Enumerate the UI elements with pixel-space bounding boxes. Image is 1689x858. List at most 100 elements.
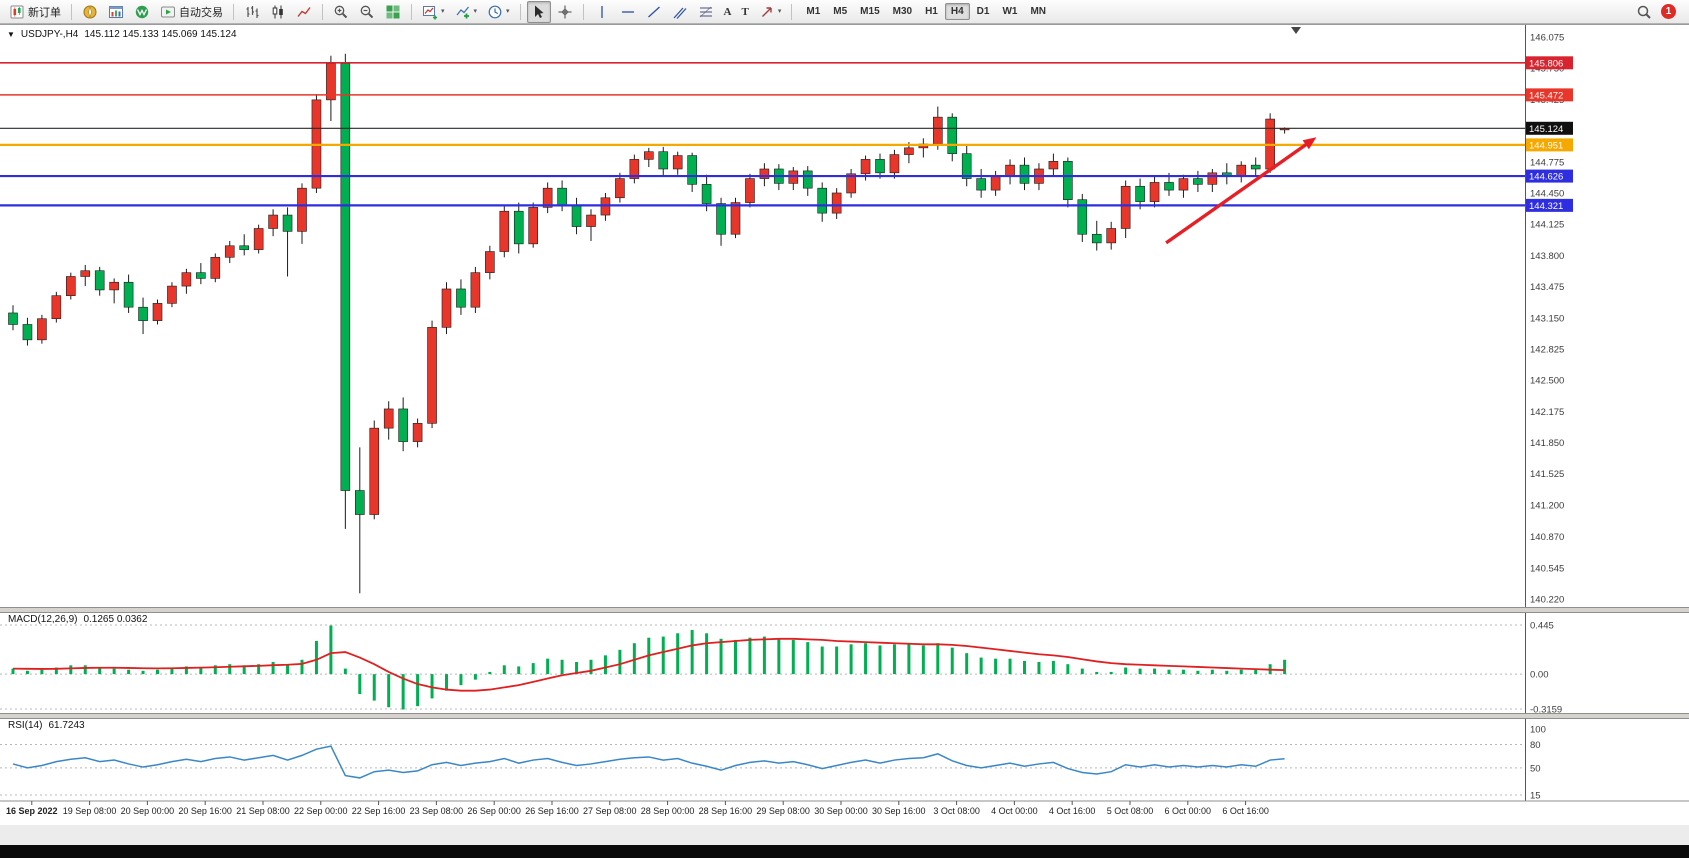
caret-down-icon: ▾ [506, 8, 510, 15]
toolbar-separator [791, 3, 793, 20]
one-click-trading-arrow[interactable]: ▼ [7, 30, 15, 39]
timeframe-button-D1[interactable]: D1 [976, 6, 990, 17]
charts-window-button[interactable] [104, 1, 128, 23]
candle [1048, 153, 1059, 177]
price-tag: 145.124 [1526, 121, 1573, 135]
svg-text:144.321: 144.321 [1529, 201, 1563, 212]
zoom-in-icon [333, 4, 349, 20]
time-axis-label: 4 Oct 16:00 [1049, 806, 1096, 816]
search-icon[interactable] [1636, 4, 1652, 20]
price-axis-label: 141.200 [1530, 500, 1564, 511]
macd-axis-label: 0.445 [1530, 621, 1554, 632]
candle [802, 166, 813, 196]
timeframe-button-H1[interactable]: H1 [925, 6, 938, 17]
indicators-button[interactable]: ▾ [451, 1, 482, 23]
price-axis-label: 143.475 [1530, 282, 1564, 293]
svg-text:144.951: 144.951 [1529, 140, 1563, 151]
periods-button[interactable]: ▾ [483, 1, 514, 23]
vertical-line-tool-button[interactable] [590, 1, 614, 23]
new-order-button[interactable]: 新订单 [5, 1, 65, 23]
candle [745, 173, 755, 208]
candle [398, 397, 408, 452]
zoom-out-button[interactable] [355, 1, 379, 23]
timeframe-button-H4[interactable]: H4 [944, 3, 970, 20]
timeframe-button-M1[interactable]: M1 [806, 6, 821, 17]
candle [976, 168, 986, 198]
label-tool-button[interactable]: T [738, 1, 753, 23]
candle [181, 268, 192, 294]
candle [369, 420, 380, 520]
timeframe-button-W1[interactable]: W1 [1002, 6, 1018, 17]
candle [1019, 157, 1030, 191]
macd-axis-label: -0.3159 [1530, 705, 1562, 716]
time-axis-label: 26 Sep 16:00 [525, 806, 579, 816]
auto-trading-button[interactable]: 自动交易 [156, 1, 227, 23]
candle [224, 240, 235, 264]
candle [1091, 220, 1102, 251]
arrow-tool-icon [759, 4, 775, 20]
horizontal-line-tool-button[interactable] [616, 1, 640, 23]
candle [80, 264, 91, 287]
trendline-tool-button[interactable] [642, 1, 666, 23]
channel-tool-button[interactable] [668, 1, 692, 23]
new-chart-button[interactable]: ▾ [418, 1, 449, 23]
tile-windows-button[interactable] [381, 1, 405, 23]
macd-signal-line [12, 637, 1285, 692]
timeframe-button-M5[interactable]: M5 [833, 6, 848, 17]
candle [1135, 178, 1145, 210]
time-axis-label: 19 Sep 08:00 [63, 806, 117, 816]
rsi-axis-label: 100 [1530, 725, 1546, 736]
svg-text:145.124: 145.124 [1529, 124, 1563, 135]
candle [1193, 170, 1203, 193]
cursor-tool-button[interactable] [526, 0, 551, 23]
time-axis-label: 26 Sep 00:00 [467, 806, 521, 816]
community-icon [134, 4, 150, 20]
bar-chart-mode-button[interactable] [240, 1, 264, 23]
caret-down-icon: ▾ [441, 8, 445, 15]
candlestick-mode-button[interactable] [266, 1, 290, 23]
toolbar-separator [411, 3, 412, 20]
text-tool-button[interactable]: A [720, 1, 736, 23]
candle [759, 163, 770, 187]
fibonacci-tool-button[interactable] [694, 1, 718, 23]
notification-badge[interactable]: 1 [1661, 4, 1676, 19]
new-order-icon [9, 4, 25, 20]
timeframe-button-M30[interactable]: M30 [892, 6, 913, 17]
crosshair-icon [557, 4, 573, 20]
candle [875, 153, 885, 179]
timeframe-button-MN[interactable]: MN [1030, 6, 1047, 17]
label-tool-icon: T [741, 5, 749, 18]
clock-icon [487, 4, 503, 20]
timeframe-toolbar: M1 M5 M15 M30 H1 H4 D1 W1 MN [800, 3, 1052, 20]
candle [383, 401, 394, 440]
macd-name: MACD(12,26,9) [8, 614, 78, 625]
panel-separator[interactable] [0, 713, 1689, 719]
arrows-tool-button[interactable]: ▾ [755, 1, 786, 23]
chart-plot-area[interactable] [0, 25, 1689, 825]
chart-ohlc-values: 145.112 145.133 145.069 145.124 [84, 29, 237, 40]
crosshair-tool-button[interactable] [553, 1, 577, 23]
candle [846, 168, 856, 198]
time-axis-label: 28 Sep 16:00 [699, 806, 753, 816]
charts-window-icon [108, 4, 124, 20]
rsi-indicator-label: RSI(14) 61.7243 [8, 720, 85, 731]
candle [672, 151, 683, 175]
chart-shift-marker[interactable] [1291, 27, 1301, 34]
candle [687, 152, 697, 193]
trend-arrow-annotation[interactable] [1165, 137, 1317, 245]
compass-button[interactable] [78, 1, 102, 23]
panel-separator[interactable] [0, 607, 1689, 613]
line-chart-mode-button[interactable] [292, 1, 316, 23]
fibonacci-icon [698, 4, 714, 20]
zoom-in-button[interactable] [329, 1, 353, 23]
price-tag: 144.626 [1526, 169, 1573, 183]
candle [889, 149, 900, 179]
timeframe-button-M15[interactable]: M15 [860, 6, 880, 17]
price-axis-label: 144.450 [1530, 188, 1564, 199]
price-chart-canvas[interactable]: 146.075145.750145.425145.100144.775144.4… [0, 25, 1689, 858]
community-button[interactable] [130, 1, 154, 23]
time-axis-label: 6 Oct 16:00 [1222, 806, 1269, 816]
candle [456, 279, 466, 315]
candle [37, 314, 47, 344]
